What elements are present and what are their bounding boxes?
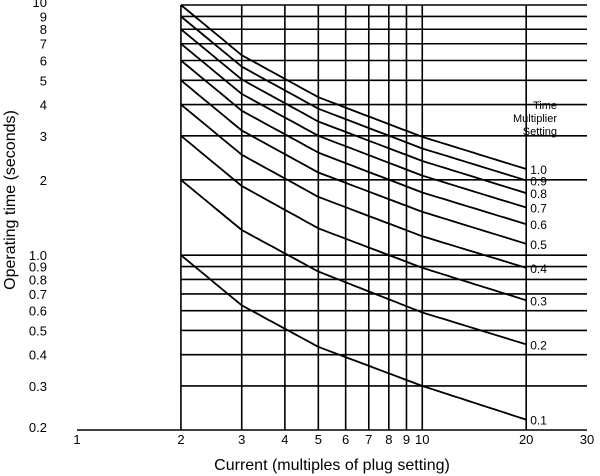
curve-label-0-8: 0.8 bbox=[530, 187, 547, 201]
y-tick-0-2: 0.2 bbox=[29, 420, 47, 435]
y-tick-5: 5 bbox=[40, 73, 47, 88]
x-tick-1: 1 bbox=[73, 432, 80, 447]
curve-tms-0-1 bbox=[180, 254, 527, 421]
y-axis-title: Operating time (seconds) bbox=[2, 110, 19, 290]
y-tick-0-9: 0.9 bbox=[29, 260, 47, 275]
curve-tms-0-3 bbox=[180, 135, 527, 302]
curve-tms-0-2 bbox=[180, 179, 527, 346]
curve-tms-1-0 bbox=[180, 4, 527, 170]
curve-label-0-6: 0.6 bbox=[530, 218, 547, 232]
curve-tms-0-8 bbox=[180, 28, 527, 194]
tick-labels: 1 2 3 4 5 6 7 8 9 10 20 300.20.30.40.50.60.70.80.91… bbox=[29, 0, 594, 447]
y-tick-0-3: 0.3 bbox=[29, 379, 47, 394]
y-tick-0-7: 0.7 bbox=[29, 287, 47, 302]
x-tick-9: 9 bbox=[403, 432, 410, 447]
y-tick-3: 3 bbox=[40, 129, 47, 144]
curve-tms-0-5 bbox=[180, 79, 527, 245]
curve-tms-0-4 bbox=[180, 103, 527, 269]
curves bbox=[180, 4, 527, 421]
y-tick-4: 4 bbox=[40, 98, 47, 113]
curve-label-0-3: 0.3 bbox=[530, 294, 547, 308]
y-tick-7: 7 bbox=[40, 37, 47, 52]
y-tick-6: 6 bbox=[40, 53, 47, 68]
y-tick-0-5: 0.5 bbox=[29, 323, 47, 338]
x-tick-10: 10 bbox=[415, 432, 429, 447]
x-tick-4: 4 bbox=[281, 432, 288, 447]
curve-label-0-7: 0.7 bbox=[530, 202, 547, 216]
legend-title-line: Setting bbox=[523, 126, 557, 138]
y-tick-1: 1.0 bbox=[29, 248, 47, 263]
curve-label-0-9: 0.9 bbox=[530, 174, 547, 188]
y-tick-2: 2 bbox=[40, 173, 47, 188]
curve-label-0-1: 0.1 bbox=[530, 414, 547, 428]
y-tick-0-8: 0.8 bbox=[29, 272, 47, 287]
x-tick-2: 2 bbox=[177, 432, 184, 447]
curve-label-0-4: 0.4 bbox=[530, 262, 547, 276]
x-tick-8: 8 bbox=[385, 432, 392, 447]
x-tick-30: 30 bbox=[580, 432, 594, 447]
legend-title-line: Time bbox=[533, 100, 557, 112]
curve-tms-0-7 bbox=[180, 43, 527, 209]
curve-tms-0-6 bbox=[180, 59, 527, 226]
x-axis-title: Current (multiples of plug setting) bbox=[214, 457, 450, 474]
legend-title-line: Multiplier bbox=[513, 113, 557, 125]
x-tick-7: 7 bbox=[365, 432, 372, 447]
grid bbox=[77, 4, 587, 431]
x-tick-5: 5 bbox=[315, 432, 322, 447]
x-tick-3: 3 bbox=[238, 432, 245, 447]
y-tick-0-4: 0.4 bbox=[29, 348, 47, 363]
x-tick-6: 6 bbox=[342, 432, 349, 447]
curve-labels: 1.00.90.80.7 0.6 0.5 0.4 0.3 0.2 0.1 bbox=[530, 163, 547, 428]
curve-label-0-2: 0.2 bbox=[530, 338, 547, 352]
y-tick-0-6: 0.6 bbox=[29, 304, 47, 319]
curve-tms-0-9 bbox=[180, 15, 527, 182]
y-tick-9: 9 bbox=[40, 9, 47, 24]
y-tick-8: 8 bbox=[40, 22, 47, 37]
y-tick-10: 10 bbox=[33, 0, 47, 10]
curve-label-0-5: 0.5 bbox=[530, 238, 547, 252]
curve-label-1-0: 1.0 bbox=[530, 163, 547, 177]
x-tick-20: 20 bbox=[519, 432, 533, 447]
